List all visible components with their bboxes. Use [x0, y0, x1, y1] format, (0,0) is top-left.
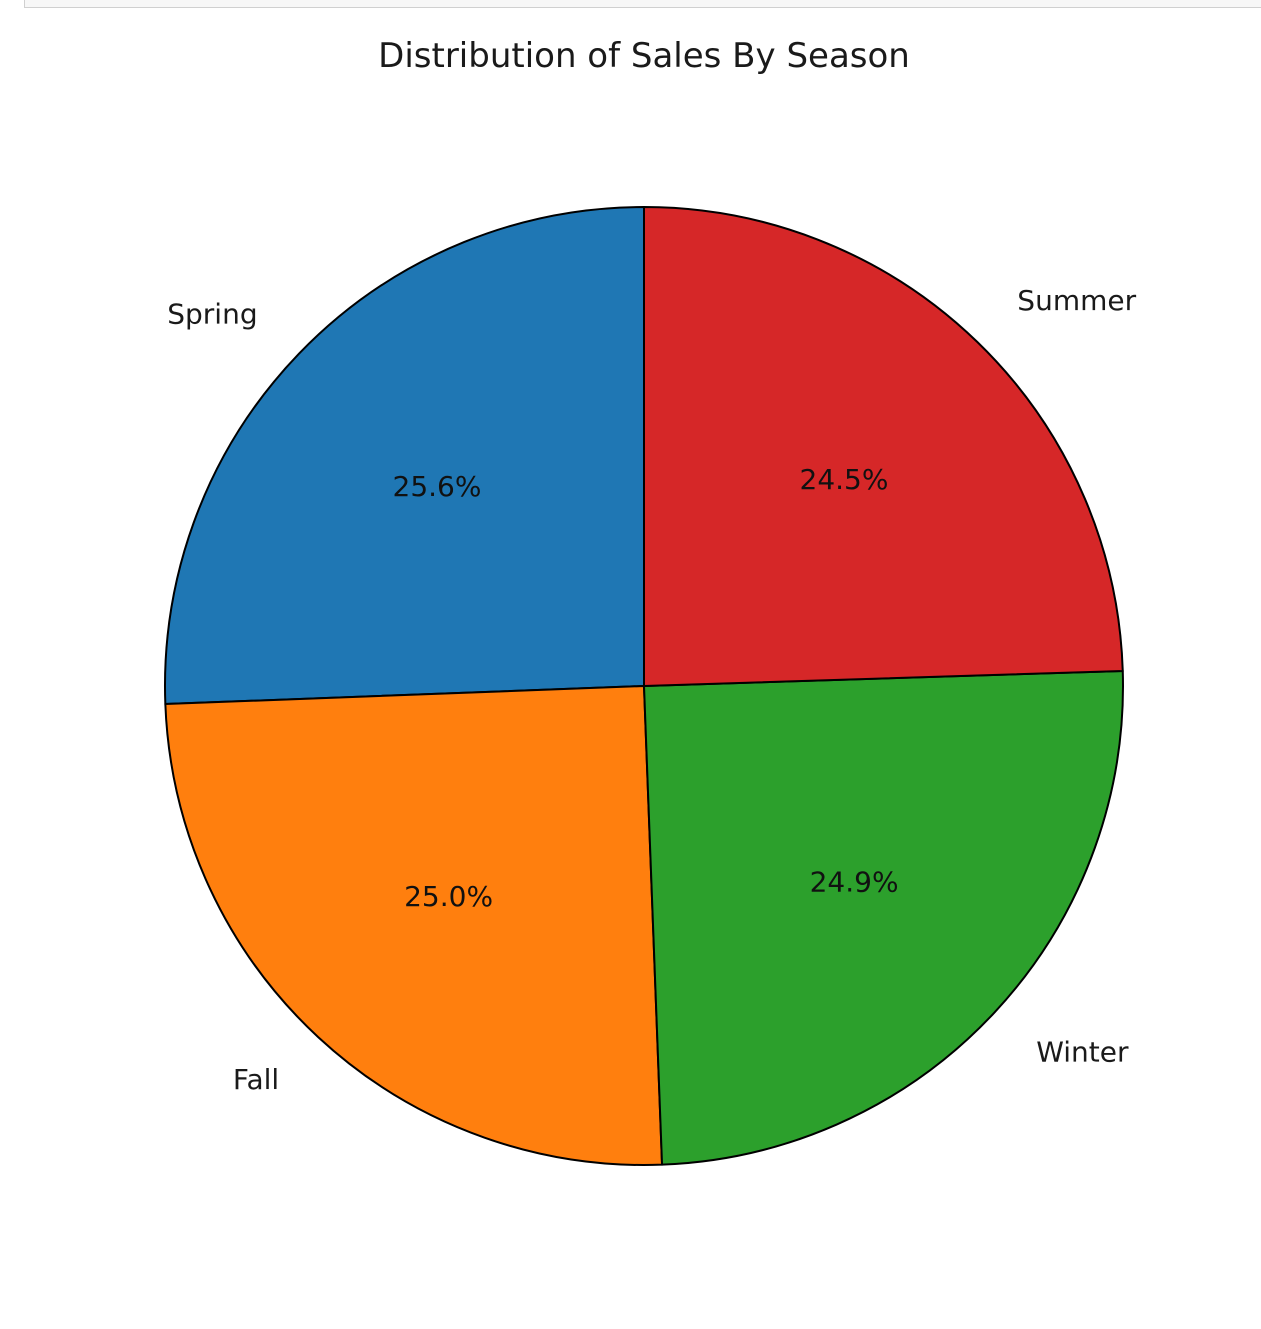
pct-label-winter: 24.9% [810, 866, 899, 899]
pie-labels: Spring 25.6% Fall 25.0% Winter 24.9% Summer 24.… [167, 284, 1136, 1096]
cell-top-border [24, 0, 1261, 8]
slice-label-spring: Spring [167, 297, 257, 330]
slice-label-summer: Summer [1017, 284, 1136, 317]
pie-slice-winter [643, 669, 1124, 1166]
slice-label-winter: Winter [1036, 1036, 1129, 1069]
pct-label-fall: 25.0% [404, 880, 493, 913]
slice-label-fall: Fall [233, 1063, 279, 1096]
pct-label-spring: 25.6% [393, 470, 482, 503]
pie-slice-fall [164, 685, 664, 1167]
pie-slice-spring [163, 206, 645, 706]
chart-title: Distribution of Sales By Season [378, 36, 910, 76]
pie-slice-summer [643, 206, 1124, 687]
pie-slices [163, 206, 1124, 1167]
pct-label-summer: 24.5% [800, 463, 889, 496]
